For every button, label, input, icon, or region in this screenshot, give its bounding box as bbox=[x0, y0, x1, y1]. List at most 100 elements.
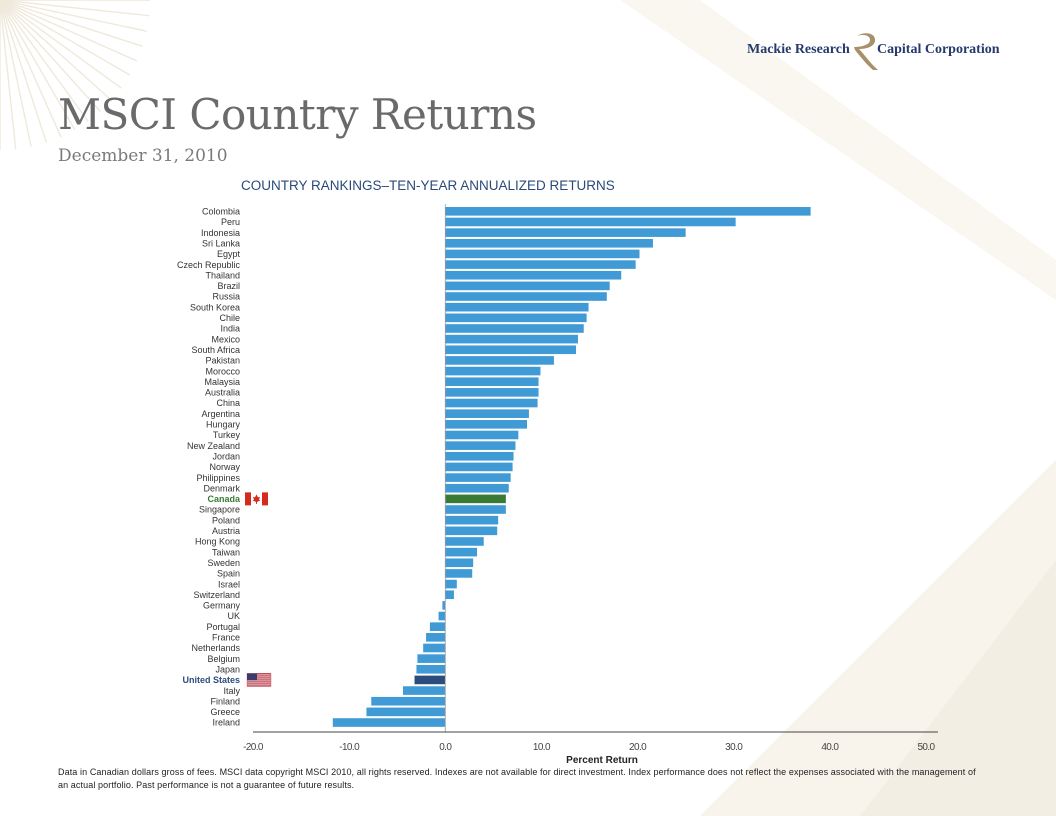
background-ray-top-left bbox=[0, 0, 76, 131]
bar-poland bbox=[445, 515, 499, 525]
bar-norway bbox=[445, 462, 513, 472]
category-label: Israel bbox=[218, 579, 240, 589]
category-label: Argentina bbox=[201, 409, 240, 419]
logo-text-right: Capital Corporation bbox=[877, 42, 1000, 57]
category-label: Singapore bbox=[199, 505, 240, 515]
category-label: Mexico bbox=[211, 334, 240, 344]
category-label: South Korea bbox=[190, 302, 240, 312]
x-tick-label: 30.0 bbox=[725, 742, 743, 753]
category-label: Thailand bbox=[205, 270, 240, 280]
bar-greece bbox=[366, 707, 446, 717]
background-ray-top-left bbox=[0, 0, 138, 62]
us-flag-icon bbox=[246, 673, 272, 687]
bar-russia bbox=[445, 292, 607, 301]
category-label: UK bbox=[227, 611, 240, 621]
category-label: New Zealand bbox=[187, 441, 240, 451]
bar-peru bbox=[445, 217, 736, 227]
x-tick-label: -10.0 bbox=[339, 742, 360, 753]
category-label: United States bbox=[182, 675, 240, 685]
category-label: Turkey bbox=[213, 430, 241, 440]
bar-malaysia bbox=[445, 377, 539, 387]
background-ray-top-right bbox=[620, 0, 1056, 300]
category-label: Austria bbox=[212, 526, 240, 536]
bar-taiwan bbox=[445, 547, 478, 557]
category-label: Norway bbox=[209, 462, 240, 472]
bar-japan bbox=[416, 664, 446, 674]
category-label: Poland bbox=[212, 515, 240, 525]
bar-hong-kong bbox=[445, 537, 484, 546]
category-label: Sri Lanka bbox=[202, 238, 240, 248]
page-title: MSCI Country Returns bbox=[58, 90, 537, 139]
bar-italy bbox=[402, 686, 446, 695]
x-tick-label: -20.0 bbox=[243, 742, 264, 753]
x-tick-label: 10.0 bbox=[533, 742, 551, 753]
category-label: Belgium bbox=[207, 654, 240, 664]
category-label: Switzerland bbox=[193, 590, 240, 600]
bar-new-zealand bbox=[445, 441, 516, 450]
bar-jordan bbox=[445, 451, 514, 461]
bar-ireland bbox=[332, 718, 446, 727]
background-ray-top-left bbox=[0, 0, 112, 101]
background-ray-top-left bbox=[0, 0, 89, 122]
category-label: Pakistan bbox=[205, 356, 240, 366]
bar-france bbox=[426, 633, 446, 642]
bar-chile bbox=[445, 313, 587, 323]
bar-united-states bbox=[414, 675, 446, 685]
bar-portugal bbox=[429, 622, 446, 631]
bar-philippines bbox=[445, 473, 511, 482]
bar-indonesia bbox=[445, 228, 686, 237]
bar-turkey bbox=[445, 430, 519, 440]
category-label: Germany bbox=[203, 601, 241, 611]
category-label: Taiwan bbox=[212, 547, 240, 557]
bar-south-korea bbox=[445, 302, 589, 312]
chart-title: COUNTRY RANKINGS–TEN-YEAR ANNUALIZED RET… bbox=[241, 178, 615, 193]
background-ray-bottom-right bbox=[860, 560, 1056, 816]
category-label: Hong Kong bbox=[195, 537, 240, 547]
bar-colombia bbox=[445, 207, 811, 216]
category-label: Netherlands bbox=[191, 643, 240, 653]
x-tick-label: 20.0 bbox=[629, 742, 647, 753]
category-label: Peru bbox=[221, 217, 240, 227]
background-ray-top-left bbox=[0, 0, 101, 112]
category-label: India bbox=[220, 324, 240, 334]
canada-flag-icon bbox=[245, 492, 268, 506]
bar-mexico bbox=[445, 334, 578, 344]
bar-sweden bbox=[445, 558, 474, 568]
page-subtitle: December 31, 2010 bbox=[58, 146, 228, 166]
bar-thailand bbox=[445, 270, 622, 280]
x-tick-label: 40.0 bbox=[821, 742, 839, 753]
category-label: Malaysia bbox=[204, 377, 240, 387]
background-ray-top-left bbox=[0, 0, 131, 76]
bar-czech-republic bbox=[445, 260, 636, 269]
category-label: Czech Republic bbox=[177, 260, 241, 270]
category-label: Finland bbox=[210, 696, 240, 706]
bar-finland bbox=[371, 696, 446, 706]
category-label: Canada bbox=[207, 494, 241, 504]
background-ray-top-left bbox=[0, 0, 147, 32]
bar-argentina bbox=[445, 409, 529, 418]
bar-denmark bbox=[445, 483, 509, 493]
background-ray-top-left bbox=[0, 0, 62, 138]
category-label: Spain bbox=[217, 569, 240, 579]
bar-sri-lanka bbox=[445, 238, 653, 248]
category-label: Australia bbox=[205, 388, 240, 398]
background-ray-top-left bbox=[0, 0, 143, 48]
category-label: France bbox=[212, 633, 240, 643]
bar-china bbox=[445, 398, 538, 408]
category-label: Japan bbox=[215, 664, 240, 674]
bar-switzerland bbox=[445, 590, 454, 600]
category-label: Jordan bbox=[212, 451, 240, 461]
bar-brazil bbox=[445, 281, 610, 291]
category-label: South Africa bbox=[191, 345, 240, 355]
category-label: Philippines bbox=[196, 473, 240, 483]
x-tick-label: 0.0 bbox=[439, 742, 452, 753]
background-ray-top-left bbox=[0, 0, 17, 150]
logo-r-mark-icon bbox=[854, 33, 878, 70]
category-label: Hungary bbox=[206, 420, 241, 430]
category-label: Indonesia bbox=[201, 228, 240, 238]
bar-spain bbox=[445, 569, 473, 578]
bar-hungary bbox=[445, 420, 528, 429]
bar-singapore bbox=[445, 505, 506, 514]
bar-canada bbox=[445, 494, 506, 504]
